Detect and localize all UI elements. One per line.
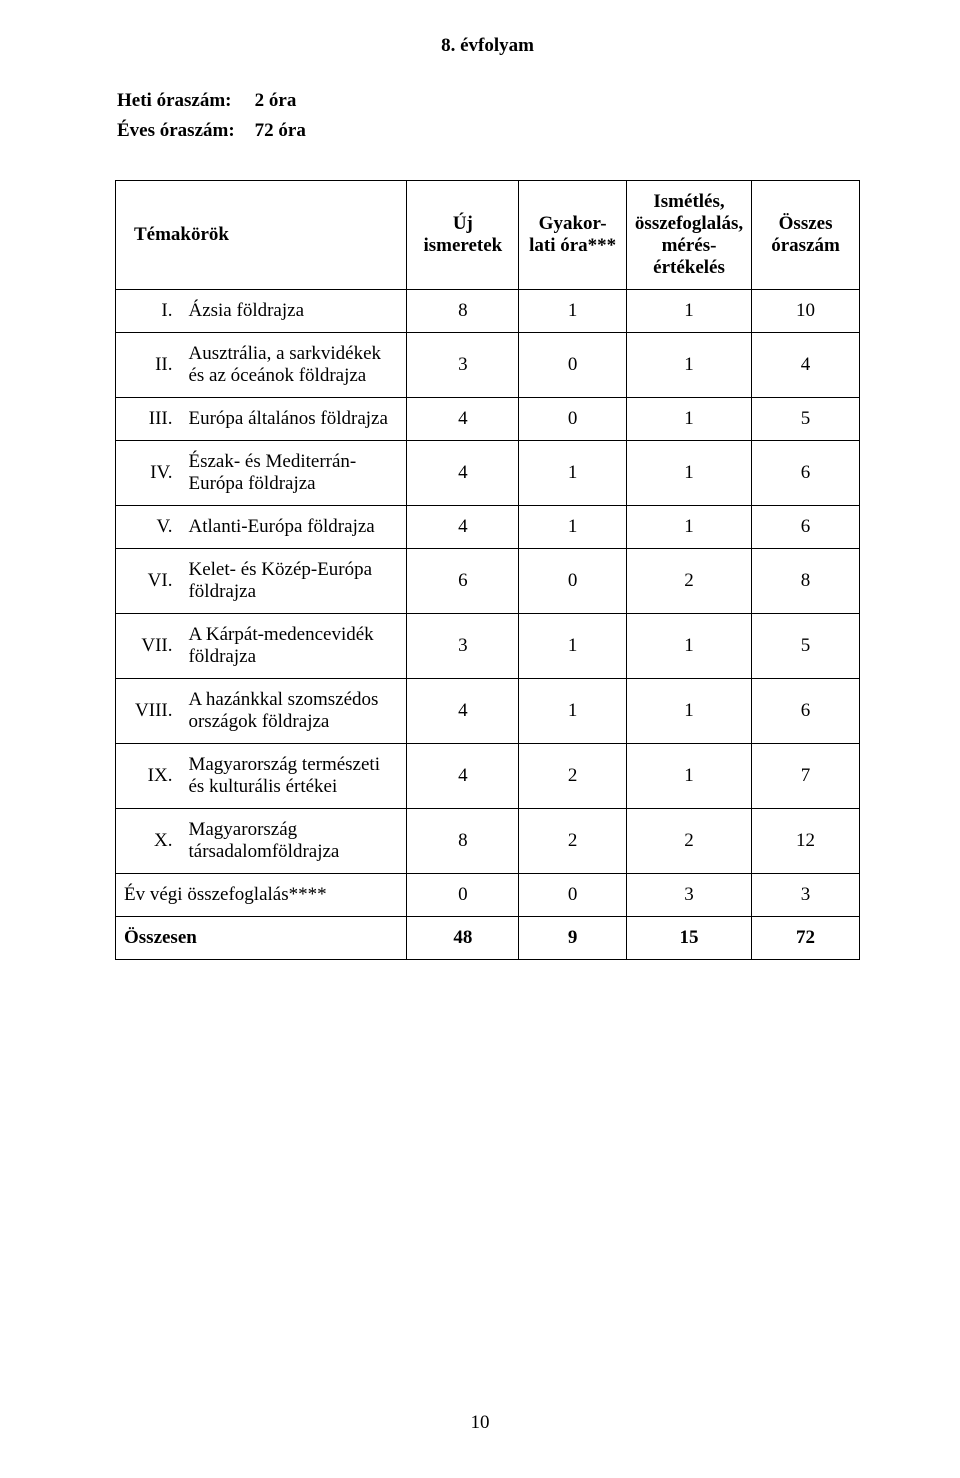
row-cell: 3 <box>407 614 519 679</box>
row-roman: III. <box>116 398 185 441</box>
sum-row: Összesen4891572 <box>116 917 860 960</box>
row-cell: 2 <box>519 744 627 809</box>
weekly-label: Heti óraszám: <box>117 87 253 115</box>
year-end-cell: 0 <box>407 874 519 917</box>
row-cell: 4 <box>407 744 519 809</box>
row-topic: Európa általános földrajza <box>184 398 406 441</box>
row-roman: V. <box>116 506 185 549</box>
row-cell: 4 <box>407 398 519 441</box>
year-end-cell: 0 <box>519 874 627 917</box>
row-cell: 4 <box>407 679 519 744</box>
table-row: X.Magyarország társadalomföldrajza82212 <box>116 809 860 874</box>
row-cell: 4 <box>407 441 519 506</box>
row-cell: 1 <box>626 744 751 809</box>
page-number: 10 <box>0 1412 960 1434</box>
row-roman: VIII. <box>116 679 185 744</box>
table-row: VIII.A hazánkkal szomszédos országok föl… <box>116 679 860 744</box>
row-topic: Ázsia földrajza <box>184 290 406 333</box>
table-row: VII.A Kárpát-medencevidék földrajza3115 <box>116 614 860 679</box>
row-cell: 1 <box>519 679 627 744</box>
row-roman: IV. <box>116 441 185 506</box>
row-roman: I. <box>116 290 185 333</box>
col-repetition: Ismétlés, összefoglalás, mérés-értékelés <box>626 181 751 290</box>
sum-cell: 9 <box>519 917 627 960</box>
row-cell: 0 <box>519 333 627 398</box>
row-cell: 7 <box>752 744 860 809</box>
row-cell: 2 <box>626 809 751 874</box>
row-cell: 6 <box>752 441 860 506</box>
row-cell: 8 <box>752 549 860 614</box>
row-cell: 6 <box>752 679 860 744</box>
row-cell: 1 <box>626 398 751 441</box>
table-row: VI.Kelet- és Közép-Európa földrajza6028 <box>116 549 860 614</box>
row-cell: 0 <box>519 398 627 441</box>
row-cell: 12 <box>752 809 860 874</box>
row-topic: Atlanti-Európa földrajza <box>184 506 406 549</box>
row-topic: Ausztrália, a sarkvidékek és az óceánok … <box>184 333 406 398</box>
year-end-row: Év végi összefoglalás****0033 <box>116 874 860 917</box>
row-cell: 1 <box>626 614 751 679</box>
row-cell: 1 <box>626 679 751 744</box>
table-row: IX.Magyarország természeti és kulturális… <box>116 744 860 809</box>
page: 8. évfolyam Heti óraszám: 2 óra Éves óra… <box>0 0 960 1478</box>
table-row: V.Atlanti-Európa földrajza4116 <box>116 506 860 549</box>
sum-label: Összesen <box>116 917 407 960</box>
row-cell: 1 <box>626 290 751 333</box>
col-practice: Gyakor-lati óra*** <box>519 181 627 290</box>
year-end-cell: 3 <box>752 874 860 917</box>
row-cell: 4 <box>752 333 860 398</box>
col-new-knowledge: Új ismeretek <box>407 181 519 290</box>
sum-cell: 48 <box>407 917 519 960</box>
row-topic: A hazánkkal szomszédos országok földrajz… <box>184 679 406 744</box>
topics-table: Témakörök Új ismeretek Gyakor-lati óra**… <box>115 180 860 960</box>
row-roman: IX. <box>116 744 185 809</box>
table-row: III.Európa általános földrajza4015 <box>116 398 860 441</box>
year-end-cell: 3 <box>626 874 751 917</box>
table-row: IV.Észak- és Mediterrán-Európa földrajza… <box>116 441 860 506</box>
row-cell: 1 <box>626 441 751 506</box>
row-topic: Kelet- és Közép-Európa földrajza <box>184 549 406 614</box>
row-roman: VI. <box>116 549 185 614</box>
row-roman: II. <box>116 333 185 398</box>
hours-block: Heti óraszám: 2 óra Éves óraszám: 72 óra <box>115 85 326 146</box>
row-cell: 5 <box>752 614 860 679</box>
row-cell: 0 <box>519 549 627 614</box>
row-cell: 1 <box>626 506 751 549</box>
row-cell: 4 <box>407 506 519 549</box>
grade-title: 8. évfolyam <box>115 35 860 57</box>
row-cell: 1 <box>519 290 627 333</box>
col-topics: Témakörök <box>116 181 407 290</box>
table-row: I.Ázsia földrajza81110 <box>116 290 860 333</box>
row-cell: 8 <box>407 809 519 874</box>
row-cell: 6 <box>752 506 860 549</box>
row-topic: Észak- és Mediterrán-Európa földrajza <box>184 441 406 506</box>
row-roman: VII. <box>116 614 185 679</box>
row-cell: 2 <box>626 549 751 614</box>
table-row: II.Ausztrália, a sarkvidékek és az óceán… <box>116 333 860 398</box>
row-topic: A Kárpát-medencevidék földrajza <box>184 614 406 679</box>
row-cell: 5 <box>752 398 860 441</box>
row-cell: 3 <box>407 333 519 398</box>
row-cell: 1 <box>519 506 627 549</box>
row-roman: X. <box>116 809 185 874</box>
row-cell: 8 <box>407 290 519 333</box>
row-cell: 1 <box>626 333 751 398</box>
row-cell: 2 <box>519 809 627 874</box>
row-cell: 10 <box>752 290 860 333</box>
weekly-value: 2 óra <box>255 87 324 115</box>
year-end-label: Év végi összefoglalás**** <box>116 874 407 917</box>
yearly-label: Éves óraszám: <box>117 117 253 145</box>
row-cell: 1 <box>519 441 627 506</box>
sum-cell: 72 <box>752 917 860 960</box>
sum-cell: 15 <box>626 917 751 960</box>
yearly-value: 72 óra <box>255 117 324 145</box>
col-total: Összes óraszám <box>752 181 860 290</box>
row-topic: Magyarország társadalomföldrajza <box>184 809 406 874</box>
row-cell: 1 <box>519 614 627 679</box>
row-cell: 6 <box>407 549 519 614</box>
row-topic: Magyarország természeti és kulturális ér… <box>184 744 406 809</box>
